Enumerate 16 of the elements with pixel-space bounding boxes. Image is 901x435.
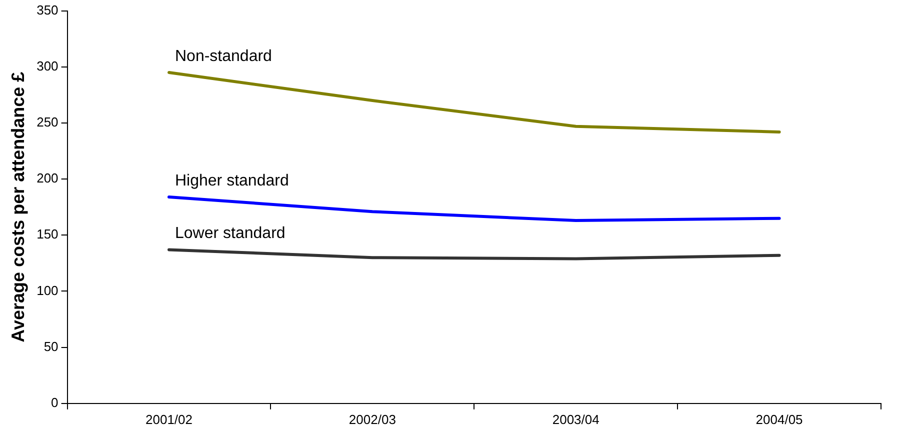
x-tick-label: 2001/02 xyxy=(146,412,193,427)
series-label: Non-standard xyxy=(175,48,272,65)
y-tick-label: 50 xyxy=(44,338,58,354)
series-label: Lower standard xyxy=(175,225,286,242)
x-tick-label: 2003/04 xyxy=(552,412,600,427)
y-tick-label: 150 xyxy=(36,226,58,242)
y-tick-label: 0 xyxy=(51,394,58,410)
y-tick-label: 100 xyxy=(36,282,58,298)
x-tick-label: 2004/05 xyxy=(756,412,803,427)
y-tick-label: 250 xyxy=(36,114,58,130)
y-axis-title: Average costs per attendance £ xyxy=(8,72,28,342)
y-tick-label: 350 xyxy=(36,2,58,18)
x-tick-label: 2002/03 xyxy=(348,412,396,427)
y-tick-label: 300 xyxy=(36,58,58,74)
y-tick-label: 200 xyxy=(36,170,58,186)
series-label: Higher standard xyxy=(175,172,289,190)
